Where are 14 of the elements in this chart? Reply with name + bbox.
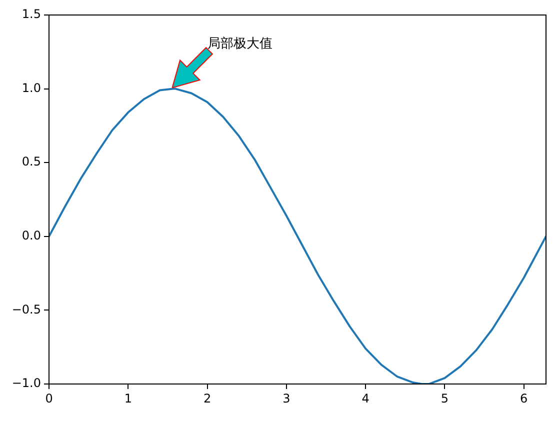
annotation: 局部极大值 xyxy=(207,36,272,52)
x-tick-label: 4 xyxy=(362,391,370,406)
y-tick-label: 0.5 xyxy=(22,154,41,169)
x-tick-label: 1 xyxy=(124,391,132,406)
x-tick-label: 5 xyxy=(440,391,449,406)
y-tick-label: 0.0 xyxy=(22,228,41,243)
y-tick-label: 1.5 xyxy=(22,7,41,22)
x-tick-label: 3 xyxy=(282,391,290,406)
y-tick-label: 1.0 xyxy=(22,80,41,95)
x-tick-label: 0 xyxy=(45,391,53,406)
y-tick-label: −1.0 xyxy=(12,376,41,390)
x-tick-label: 2 xyxy=(203,391,212,406)
x-tick-label: 6 xyxy=(520,391,528,406)
y-tick-label: −0.5 xyxy=(12,302,41,316)
